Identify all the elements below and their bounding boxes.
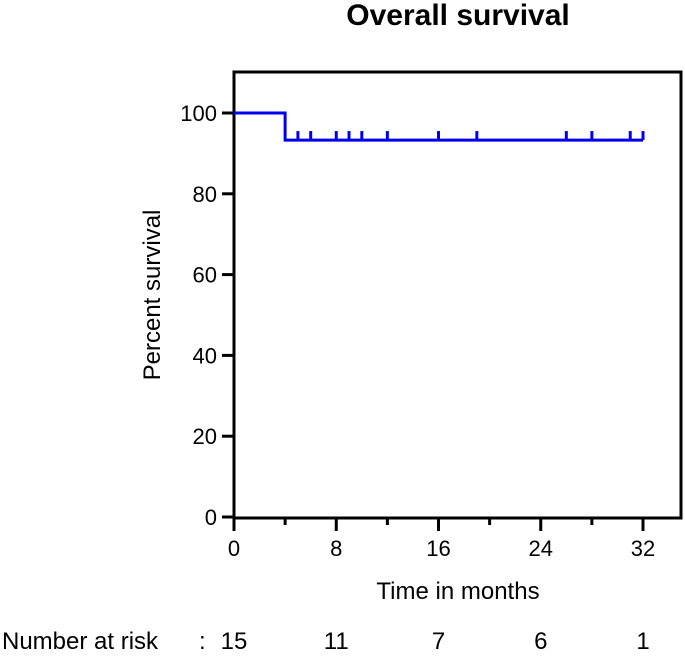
y-tick-label: 20 [193, 424, 217, 449]
y-tick-label: 100 [180, 101, 217, 126]
x-tick-label: 32 [631, 536, 655, 561]
risk-table-label: Number at risk [2, 628, 159, 655]
risk-count: 1 [636, 628, 649, 655]
risk-count: 7 [432, 628, 445, 655]
y-axis-label: Percent survival [139, 210, 166, 381]
risk-count: 6 [534, 628, 547, 655]
risk-table-separator: : [199, 628, 206, 655]
x-tick-label: 0 [228, 536, 240, 561]
x-tick-label: 24 [529, 536, 553, 561]
x-tick-label: 8 [330, 536, 342, 561]
risk-counts: 15 11 7 6 1 [221, 628, 650, 655]
x-tick-label: 16 [426, 536, 450, 561]
y-tick-label: 0 [205, 505, 217, 530]
plot-frame [232, 70, 683, 520]
survival-step-line [234, 111, 643, 142]
series-group [234, 111, 645, 142]
y-tick-label: 80 [193, 182, 217, 207]
chart-title: Overall survival [346, 0, 569, 32]
risk-count: 11 [324, 628, 349, 655]
y-tick-label: 60 [193, 263, 217, 288]
y-tick-label: 40 [193, 343, 217, 368]
axis-ticks: 0 8 16 24 32 0 20 40 60 80 100 [180, 101, 655, 561]
x-axis-label: Time in months [376, 578, 539, 605]
risk-count: 15 [221, 628, 248, 655]
